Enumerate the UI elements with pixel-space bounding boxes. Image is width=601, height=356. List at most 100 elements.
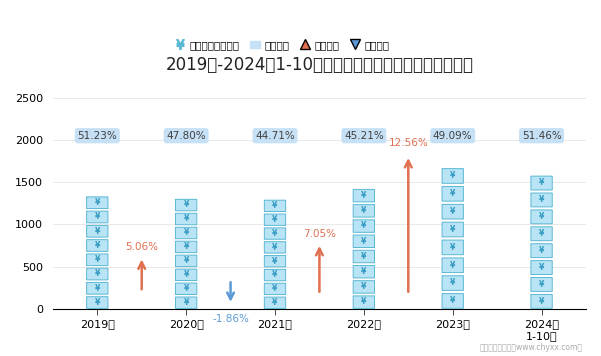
Text: ¥: ¥ — [539, 280, 545, 289]
FancyBboxPatch shape — [264, 256, 285, 267]
Text: 12.56%: 12.56% — [388, 138, 428, 148]
Text: ¥: ¥ — [539, 263, 545, 272]
FancyBboxPatch shape — [353, 250, 374, 263]
FancyBboxPatch shape — [353, 281, 374, 293]
FancyBboxPatch shape — [87, 225, 108, 237]
Text: 49.09%: 49.09% — [433, 131, 472, 141]
Text: ¥: ¥ — [272, 243, 278, 252]
FancyBboxPatch shape — [87, 254, 108, 266]
Text: 51.46%: 51.46% — [522, 131, 561, 141]
Text: ¥: ¥ — [361, 237, 367, 246]
Text: ¥: ¥ — [94, 255, 100, 264]
FancyBboxPatch shape — [264, 242, 285, 253]
FancyBboxPatch shape — [175, 213, 197, 225]
FancyBboxPatch shape — [87, 240, 108, 251]
FancyBboxPatch shape — [175, 283, 197, 294]
FancyBboxPatch shape — [175, 199, 197, 211]
FancyBboxPatch shape — [87, 211, 108, 223]
FancyBboxPatch shape — [175, 227, 197, 239]
Text: ¥: ¥ — [94, 212, 100, 221]
Text: 5.06%: 5.06% — [125, 242, 158, 252]
FancyBboxPatch shape — [442, 204, 463, 219]
FancyBboxPatch shape — [353, 189, 374, 202]
FancyBboxPatch shape — [531, 278, 552, 292]
Text: ¥: ¥ — [539, 229, 545, 238]
FancyBboxPatch shape — [442, 169, 463, 183]
Text: ¥: ¥ — [361, 298, 367, 307]
Text: ¥: ¥ — [183, 284, 189, 293]
FancyBboxPatch shape — [531, 193, 552, 207]
Text: ¥: ¥ — [539, 195, 545, 204]
FancyBboxPatch shape — [175, 255, 197, 267]
FancyBboxPatch shape — [175, 297, 197, 308]
Text: ¥: ¥ — [539, 212, 545, 221]
FancyBboxPatch shape — [264, 200, 285, 211]
Text: ¥: ¥ — [272, 271, 278, 279]
Text: ¥: ¥ — [272, 215, 278, 224]
Text: ¥: ¥ — [183, 298, 189, 307]
Text: ¥: ¥ — [361, 191, 367, 200]
Text: ¥: ¥ — [94, 241, 100, 250]
Text: -1.86%: -1.86% — [212, 314, 249, 324]
Text: ¥: ¥ — [272, 257, 278, 266]
Title: 2019年-2024年1-10月深圳市累计原保险保费收入统计图: 2019年-2024年1-10月深圳市累计原保险保费收入统计图 — [165, 56, 474, 74]
FancyBboxPatch shape — [442, 240, 463, 255]
FancyBboxPatch shape — [353, 296, 374, 308]
Text: ¥: ¥ — [361, 282, 367, 291]
FancyBboxPatch shape — [531, 227, 552, 241]
FancyBboxPatch shape — [442, 276, 463, 290]
Text: 51.23%: 51.23% — [78, 131, 117, 141]
Text: ¥: ¥ — [539, 246, 545, 255]
FancyBboxPatch shape — [175, 269, 197, 281]
Text: 47.80%: 47.80% — [166, 131, 206, 141]
FancyBboxPatch shape — [264, 297, 285, 308]
Text: ¥: ¥ — [450, 225, 456, 234]
Legend: 累计保费（亿元）, 寿险占比, 同比增加, 同比减少: 累计保费（亿元）, 寿险占比, 同比增加, 同比减少 — [171, 36, 394, 54]
Text: ¥: ¥ — [361, 252, 367, 261]
FancyBboxPatch shape — [531, 176, 552, 190]
Text: ¥: ¥ — [183, 228, 189, 237]
FancyBboxPatch shape — [87, 268, 108, 280]
Text: ¥: ¥ — [183, 214, 189, 224]
FancyBboxPatch shape — [442, 187, 463, 201]
Text: ¥: ¥ — [183, 200, 189, 209]
FancyBboxPatch shape — [264, 228, 285, 239]
FancyBboxPatch shape — [531, 261, 552, 274]
Text: ¥: ¥ — [539, 297, 545, 306]
Text: ¥: ¥ — [450, 278, 456, 287]
Text: 44.71%: 44.71% — [255, 131, 295, 141]
FancyBboxPatch shape — [442, 294, 463, 308]
Text: ¥: ¥ — [361, 221, 367, 230]
Text: ¥: ¥ — [450, 261, 456, 269]
Text: 制图：智研咨询（www.chyxx.com）: 制图：智研咨询（www.chyxx.com） — [480, 344, 583, 352]
Text: 7.05%: 7.05% — [303, 229, 336, 239]
FancyBboxPatch shape — [442, 258, 463, 273]
Text: ¥: ¥ — [450, 189, 456, 198]
Text: ¥: ¥ — [450, 207, 456, 216]
FancyBboxPatch shape — [264, 269, 285, 281]
FancyBboxPatch shape — [353, 266, 374, 278]
FancyBboxPatch shape — [531, 210, 552, 224]
Text: ¥: ¥ — [94, 284, 100, 293]
FancyBboxPatch shape — [87, 297, 108, 308]
FancyBboxPatch shape — [264, 283, 285, 295]
FancyBboxPatch shape — [442, 222, 463, 237]
FancyBboxPatch shape — [264, 214, 285, 225]
FancyBboxPatch shape — [87, 282, 108, 294]
Text: ¥: ¥ — [272, 229, 278, 238]
Text: ¥: ¥ — [539, 178, 545, 187]
Text: ¥: ¥ — [94, 198, 100, 207]
Text: ¥: ¥ — [450, 296, 456, 305]
FancyBboxPatch shape — [175, 241, 197, 253]
Text: ¥: ¥ — [94, 298, 100, 307]
Text: ¥: ¥ — [361, 206, 367, 215]
FancyBboxPatch shape — [353, 205, 374, 217]
FancyBboxPatch shape — [87, 197, 108, 209]
Text: ¥: ¥ — [450, 243, 456, 252]
Text: ¥: ¥ — [272, 284, 278, 293]
Text: ¥: ¥ — [183, 270, 189, 279]
Text: ¥: ¥ — [183, 256, 189, 265]
Text: ¥: ¥ — [94, 227, 100, 236]
Text: ¥: ¥ — [450, 171, 456, 180]
FancyBboxPatch shape — [531, 294, 552, 308]
